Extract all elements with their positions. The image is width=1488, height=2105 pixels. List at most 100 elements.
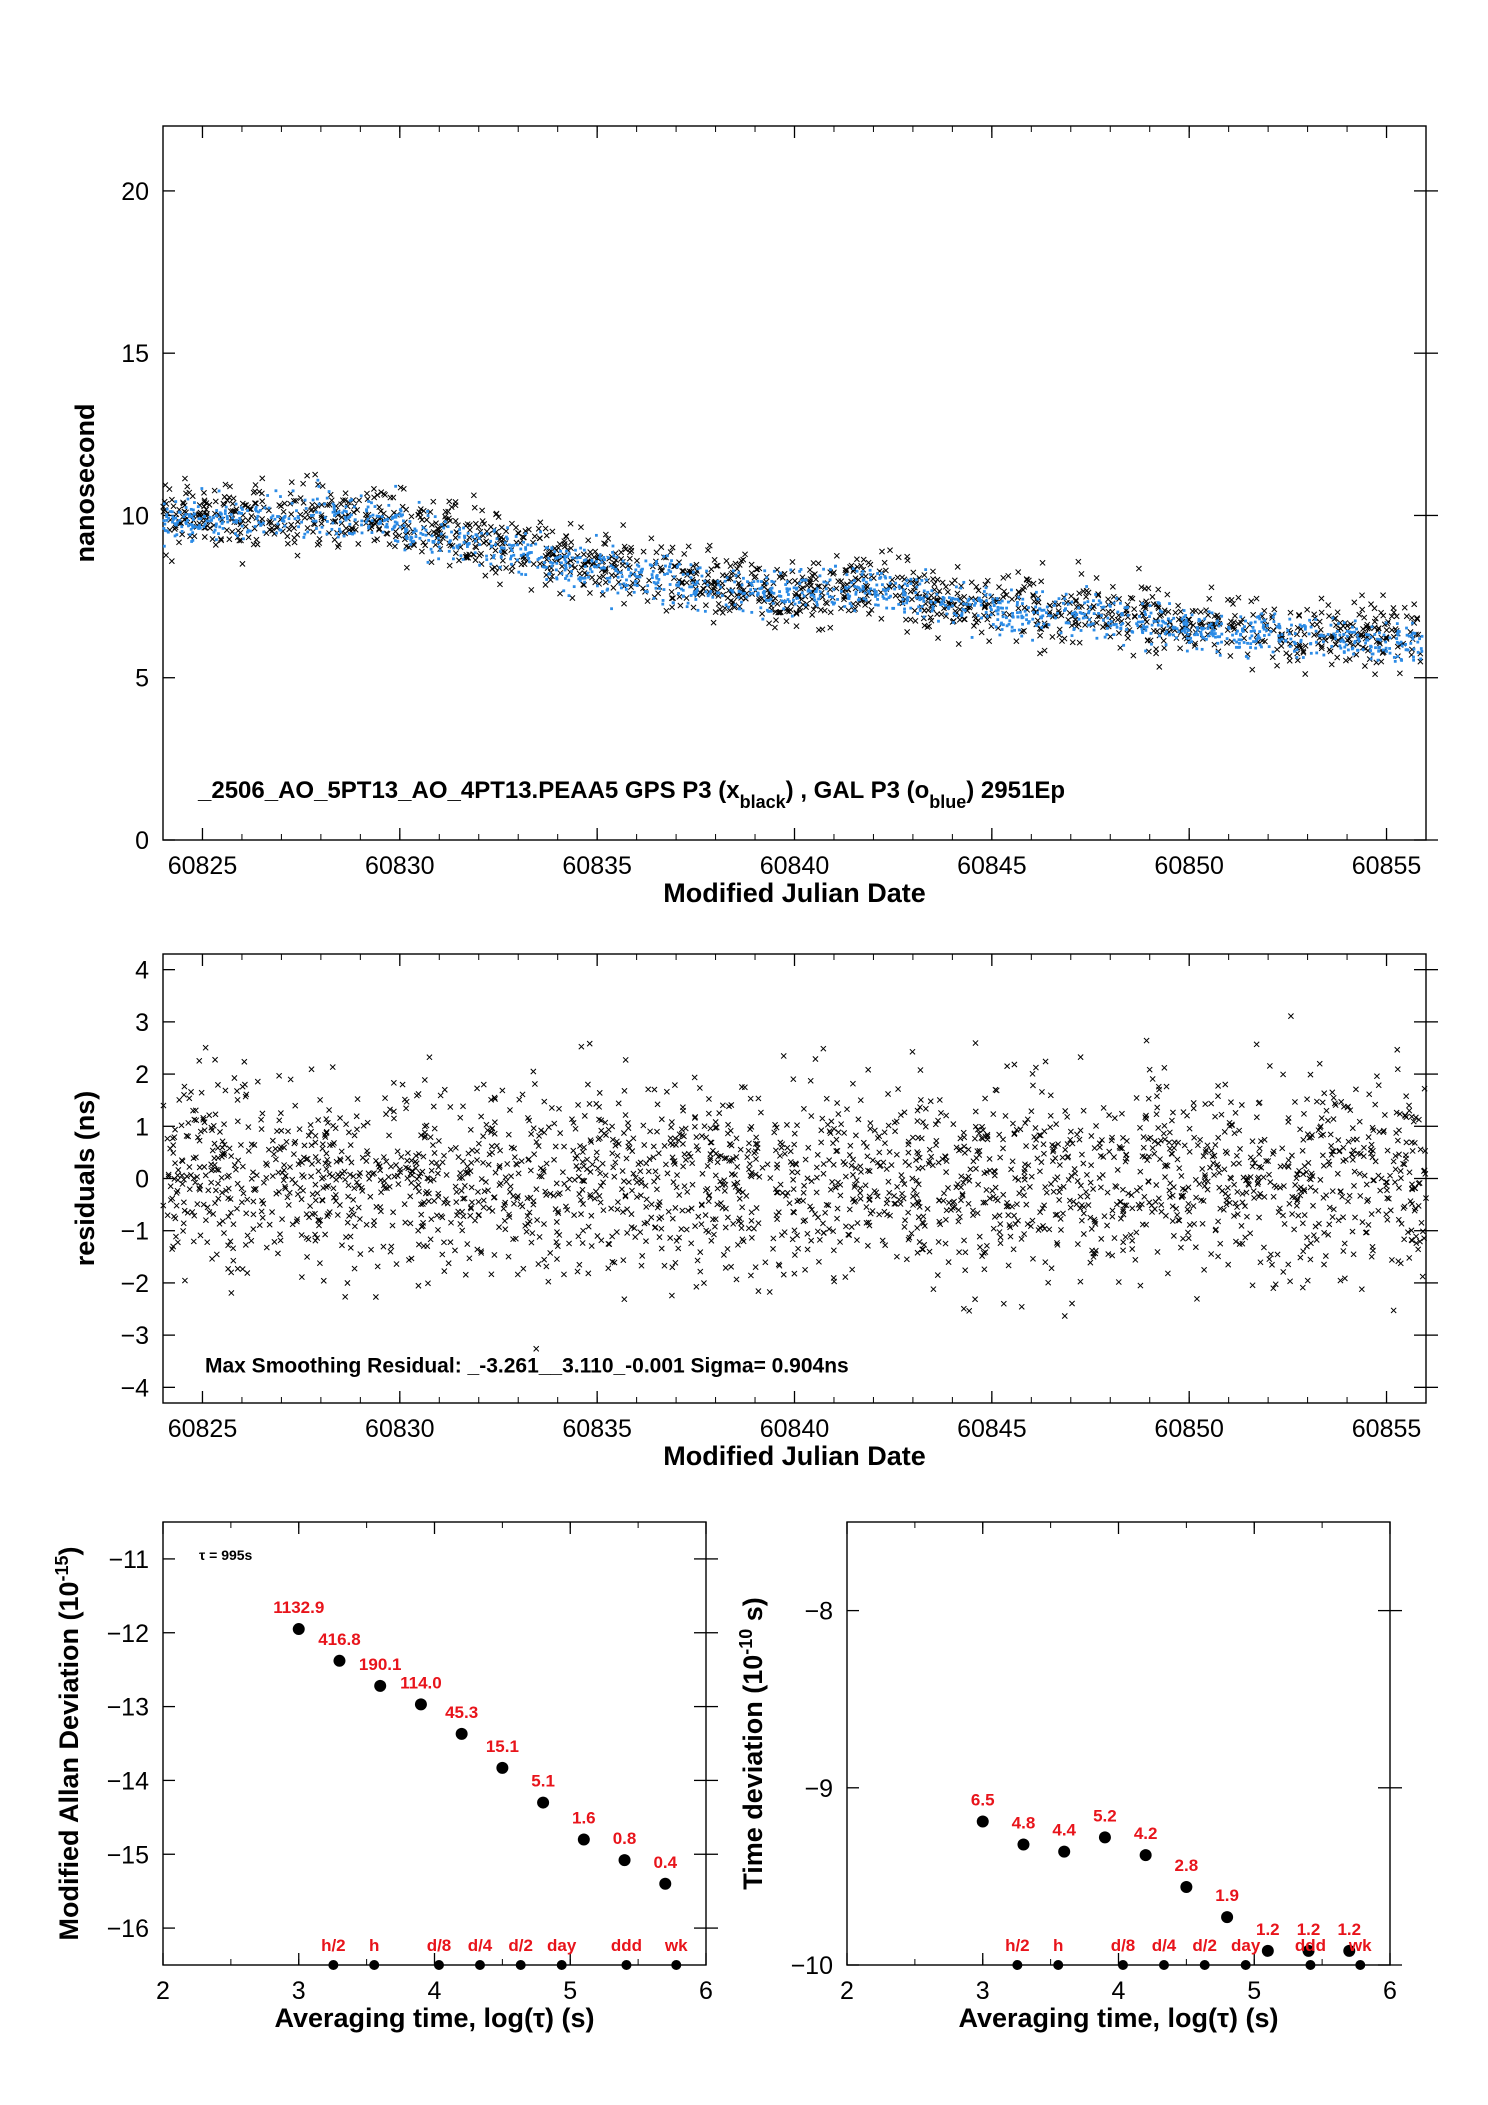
residual-point xyxy=(502,1226,509,1233)
residual-point xyxy=(561,1143,568,1150)
residual-point xyxy=(834,1100,841,1107)
residual-point xyxy=(1010,1246,1017,1253)
gal-point xyxy=(529,543,533,547)
residual-point xyxy=(909,1048,916,1055)
gps-point xyxy=(1154,628,1161,635)
residual-point xyxy=(625,1125,632,1132)
residual-point xyxy=(1042,1184,1049,1191)
residual-point xyxy=(338,1148,345,1155)
residual-point xyxy=(381,1185,388,1191)
gal-point xyxy=(509,554,513,558)
gal-point xyxy=(457,535,461,539)
gal-point xyxy=(606,587,610,591)
gal-point xyxy=(1106,616,1110,620)
residual-point xyxy=(1256,1214,1263,1221)
gal-point xyxy=(884,589,887,593)
gal-point xyxy=(560,572,564,575)
residual-point xyxy=(1356,1118,1363,1125)
residual-point xyxy=(1254,1181,1261,1188)
residual-point xyxy=(1349,1228,1356,1235)
gps-point xyxy=(592,579,599,586)
gal-point xyxy=(1351,646,1355,650)
residual-point xyxy=(1080,1160,1087,1167)
gal-point xyxy=(672,575,676,579)
gal-point xyxy=(165,515,169,519)
residual-point xyxy=(641,1142,648,1148)
residual-point xyxy=(1215,1093,1221,1100)
gal-point xyxy=(1315,651,1319,655)
gal-point xyxy=(1290,623,1293,627)
gal-point xyxy=(1302,624,1306,627)
gal-point xyxy=(789,568,793,572)
gps-point xyxy=(1030,592,1037,598)
residual-point xyxy=(333,1176,340,1183)
residual-point xyxy=(1104,1222,1111,1229)
gps-point xyxy=(1311,611,1318,618)
residual-point xyxy=(720,1251,727,1258)
gal-point xyxy=(1156,623,1160,627)
residual-point xyxy=(971,1135,978,1142)
residual-point xyxy=(703,1134,710,1141)
residual-point xyxy=(221,1121,228,1128)
gps-point xyxy=(794,580,801,587)
gps-point xyxy=(986,601,993,608)
residual-point xyxy=(857,1190,864,1196)
gal-point xyxy=(758,587,762,591)
gal-point xyxy=(1346,648,1350,652)
gal-point xyxy=(746,580,749,584)
gal-point xyxy=(1087,609,1091,613)
gal-point xyxy=(385,522,389,526)
gal-point xyxy=(1041,614,1045,618)
gal-point xyxy=(474,533,478,537)
residual-point xyxy=(1018,1236,1025,1242)
gal-point xyxy=(906,598,910,602)
gps-point xyxy=(777,608,784,615)
gal-point xyxy=(1102,605,1106,609)
gps-point xyxy=(418,548,425,555)
gal-point xyxy=(666,554,669,558)
residual-point xyxy=(1415,1116,1422,1123)
gps-point xyxy=(927,614,934,621)
gps-point xyxy=(895,554,902,561)
gal-point xyxy=(1144,613,1147,617)
gal-point xyxy=(650,564,654,568)
residual-point xyxy=(1212,1142,1219,1148)
gal-point xyxy=(825,581,829,585)
residual-point xyxy=(221,1152,228,1158)
residual-point xyxy=(208,1179,215,1186)
gal-point xyxy=(1070,612,1074,616)
residual-point xyxy=(491,1130,498,1137)
gps-point xyxy=(640,548,647,555)
gal-point xyxy=(1172,616,1176,620)
gal-point xyxy=(780,599,784,603)
residual-point xyxy=(854,1220,861,1226)
residual-point xyxy=(1225,1261,1232,1268)
residual-point xyxy=(1098,1137,1105,1144)
gal-point xyxy=(1263,634,1266,637)
gal-point xyxy=(290,501,294,505)
gal-point xyxy=(867,589,871,593)
gps-point xyxy=(1363,623,1370,630)
gps-point xyxy=(1361,614,1368,621)
gal-point xyxy=(467,542,471,545)
residual-point xyxy=(783,1121,790,1128)
gal-point xyxy=(1169,619,1173,623)
residual-point xyxy=(243,1210,250,1217)
residual-point xyxy=(483,1121,490,1128)
residual-point xyxy=(1285,1118,1292,1125)
residuals-ytick-label: −2 xyxy=(120,1270,149,1298)
gal-point xyxy=(1079,629,1083,632)
residual-point xyxy=(1349,1125,1356,1132)
gal-point xyxy=(555,576,558,580)
gal-point xyxy=(933,601,937,604)
residual-point xyxy=(897,1201,904,1207)
residual-point xyxy=(1368,1150,1375,1157)
residual-point xyxy=(389,1222,396,1229)
gal-point xyxy=(670,559,673,563)
residual-point xyxy=(205,1187,212,1194)
residual-point xyxy=(1154,1093,1160,1100)
gal-point xyxy=(458,543,462,547)
gal-point xyxy=(162,519,166,523)
gal-point xyxy=(1308,618,1311,622)
residual-point xyxy=(307,1122,314,1128)
